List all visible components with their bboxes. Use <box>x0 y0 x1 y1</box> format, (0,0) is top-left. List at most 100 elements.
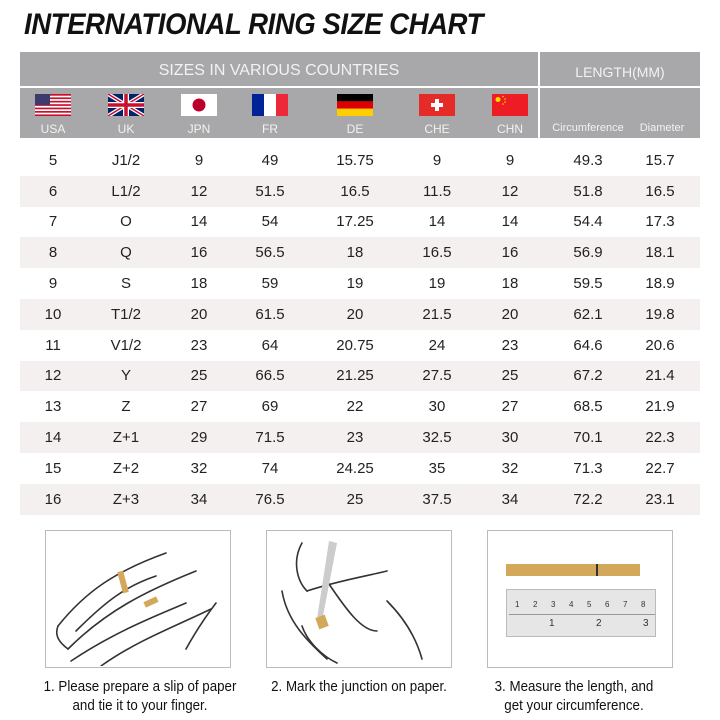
table-row: 5 J1/2 9 49 15.75 9 9 49.3 15.7 <box>20 145 700 176</box>
table-cell: 10 <box>44 305 62 323</box>
table-cell: 32.5 <box>422 429 452 447</box>
table-cell: 59 <box>261 275 279 293</box>
table-cell: 32 <box>501 459 519 477</box>
table-cell: 12 <box>501 182 519 200</box>
table-row: 12 Y 25 66.5 21.25 27.5 25 67.2 21.4 <box>20 360 700 392</box>
table-cell: 18 <box>190 275 208 293</box>
table-cell: 19.8 <box>645 305 675 323</box>
country-label: FR <box>262 122 278 136</box>
table-cell: 54 <box>261 213 279 231</box>
table-row: 6 L1/2 12 51.5 16.5 11.5 12 51.8 16.5 <box>20 175 700 207</box>
table-cell: 49 <box>261 151 279 169</box>
ruler-mark: 5 <box>587 600 592 609</box>
table-cell: 19 <box>346 275 364 293</box>
table-cell: 12 <box>190 182 208 200</box>
table-cell: 14 <box>501 213 519 231</box>
table-cell: 23.1 <box>645 490 675 508</box>
table-cell: Q <box>120 244 132 262</box>
table-cell: 74 <box>261 459 279 477</box>
table-cell: 35 <box>428 459 446 477</box>
table-cell: 71.5 <box>255 429 285 447</box>
table-row: 10 T1/2 20 61.5 20 21.5 20 62.1 19.8 <box>20 298 700 330</box>
table-cell: 11.5 <box>422 182 452 200</box>
table-header: SIZES IN VARIOUS COUNTRIES LENGTH(MM) US… <box>20 52 700 138</box>
table-cell: Z+1 <box>112 429 140 447</box>
table-cell: 27 <box>501 398 519 416</box>
ruler-mark: 6 <box>605 600 610 609</box>
ruler-mark: 8 <box>641 600 646 609</box>
table-cell: 18.1 <box>645 244 675 262</box>
country-label: UK <box>117 122 135 136</box>
table-cell: 13 <box>44 398 62 416</box>
germany-flag-icon <box>337 94 373 116</box>
table-cell: 76.5 <box>255 490 285 508</box>
table-cell: V1/2 <box>110 336 142 354</box>
table-cell: 24 <box>428 336 446 354</box>
hand-with-paper-icon <box>55 552 217 667</box>
table-cell: Z <box>121 398 131 416</box>
table-cell: 56.5 <box>255 244 285 262</box>
uk-flag-icon <box>106 92 146 118</box>
ruler-mark: 3 <box>551 600 556 609</box>
table-cell: 61.5 <box>255 305 285 323</box>
table-cell: 7 <box>48 213 58 231</box>
table-cell: J1/2 <box>111 151 141 169</box>
table-cell: 67.2 <box>573 367 603 385</box>
table-cell: O <box>120 213 132 231</box>
table-cell: 70.1 <box>573 429 603 447</box>
table-cell: 34 <box>190 490 208 508</box>
table-row: 8 Q 16 56.5 18 16.5 16 56.9 18.1 <box>20 237 700 269</box>
ruler-mark: 1 <box>515 600 520 609</box>
step-3-caption: 3. Measure the length, and get your circu… <box>494 679 654 714</box>
country-label: CHN <box>497 122 523 136</box>
table-cell: 23 <box>501 336 519 354</box>
table-cell: 25 <box>190 367 208 385</box>
table-cell: 15 <box>44 459 62 477</box>
table-cell: 34 <box>501 490 519 508</box>
table-cell: 16.5 <box>340 182 370 200</box>
table-cell: 21.5 <box>422 305 452 323</box>
table-cell: 14 <box>428 213 446 231</box>
table-cell: 49.3 <box>573 151 603 169</box>
step-2-illustration <box>266 530 452 668</box>
france-flag-icon <box>252 94 288 116</box>
table-cell: 23 <box>346 429 364 447</box>
size-table: 5 J1/2 9 49 15.75 9 9 49.3 15.7 6 L1/2 12 51.5 16.5 11… <box>20 145 700 515</box>
table-cell: 66.5 <box>255 367 285 385</box>
table-cell: 51.5 <box>255 182 285 200</box>
table-cell: 20 <box>190 305 208 323</box>
table-cell: 30 <box>501 429 519 447</box>
ruler-mark: 3 <box>643 618 649 629</box>
country-label: CHE <box>424 122 450 136</box>
table-cell: 9 <box>505 151 515 169</box>
table-cell: 20 <box>501 305 519 323</box>
table-cell: 14 <box>190 213 208 231</box>
table-cell: Y <box>120 367 132 385</box>
table-cell: Z+2 <box>112 459 140 477</box>
step-3-illustration: 1 2 3 4 5 6 7 8 1 2 3 <box>487 530 673 668</box>
table-row: 16 Z+3 34 76.5 25 37.5 34 72.2 23.1 <box>20 483 700 515</box>
table-cell: 25 <box>346 490 364 508</box>
table-cell: 24.25 <box>336 459 374 477</box>
table-cell: 17.25 <box>336 213 374 231</box>
table-cell: 25 <box>501 367 519 385</box>
table-cell: 59.5 <box>573 275 603 293</box>
table-cell: 19 <box>428 275 446 293</box>
table-cell: 16.5 <box>645 182 675 200</box>
table-cell: 5 <box>48 151 58 169</box>
country-label: JPN <box>187 122 211 136</box>
length-heading: LENGTH(MM) <box>575 64 665 80</box>
table-cell: 68.5 <box>573 398 603 416</box>
table-cell: 56.9 <box>573 244 603 262</box>
circumference-heading: Circumference <box>552 122 624 134</box>
step-1-caption: 1. Please prepare a slip of paper and tie… <box>43 679 237 714</box>
table-cell: 18.9 <box>645 275 675 293</box>
table-cell: 29 <box>190 429 208 447</box>
table-cell: 9 <box>194 151 204 169</box>
table-cell: 64 <box>261 336 279 354</box>
table-row: 7 O 14 54 17.25 14 14 54.4 17.3 <box>20 207 700 238</box>
step-1-illustration <box>45 530 231 668</box>
table-cell: 16.5 <box>422 244 452 262</box>
table-cell: 16 <box>501 244 519 262</box>
table-cell: 51.8 <box>573 182 603 200</box>
